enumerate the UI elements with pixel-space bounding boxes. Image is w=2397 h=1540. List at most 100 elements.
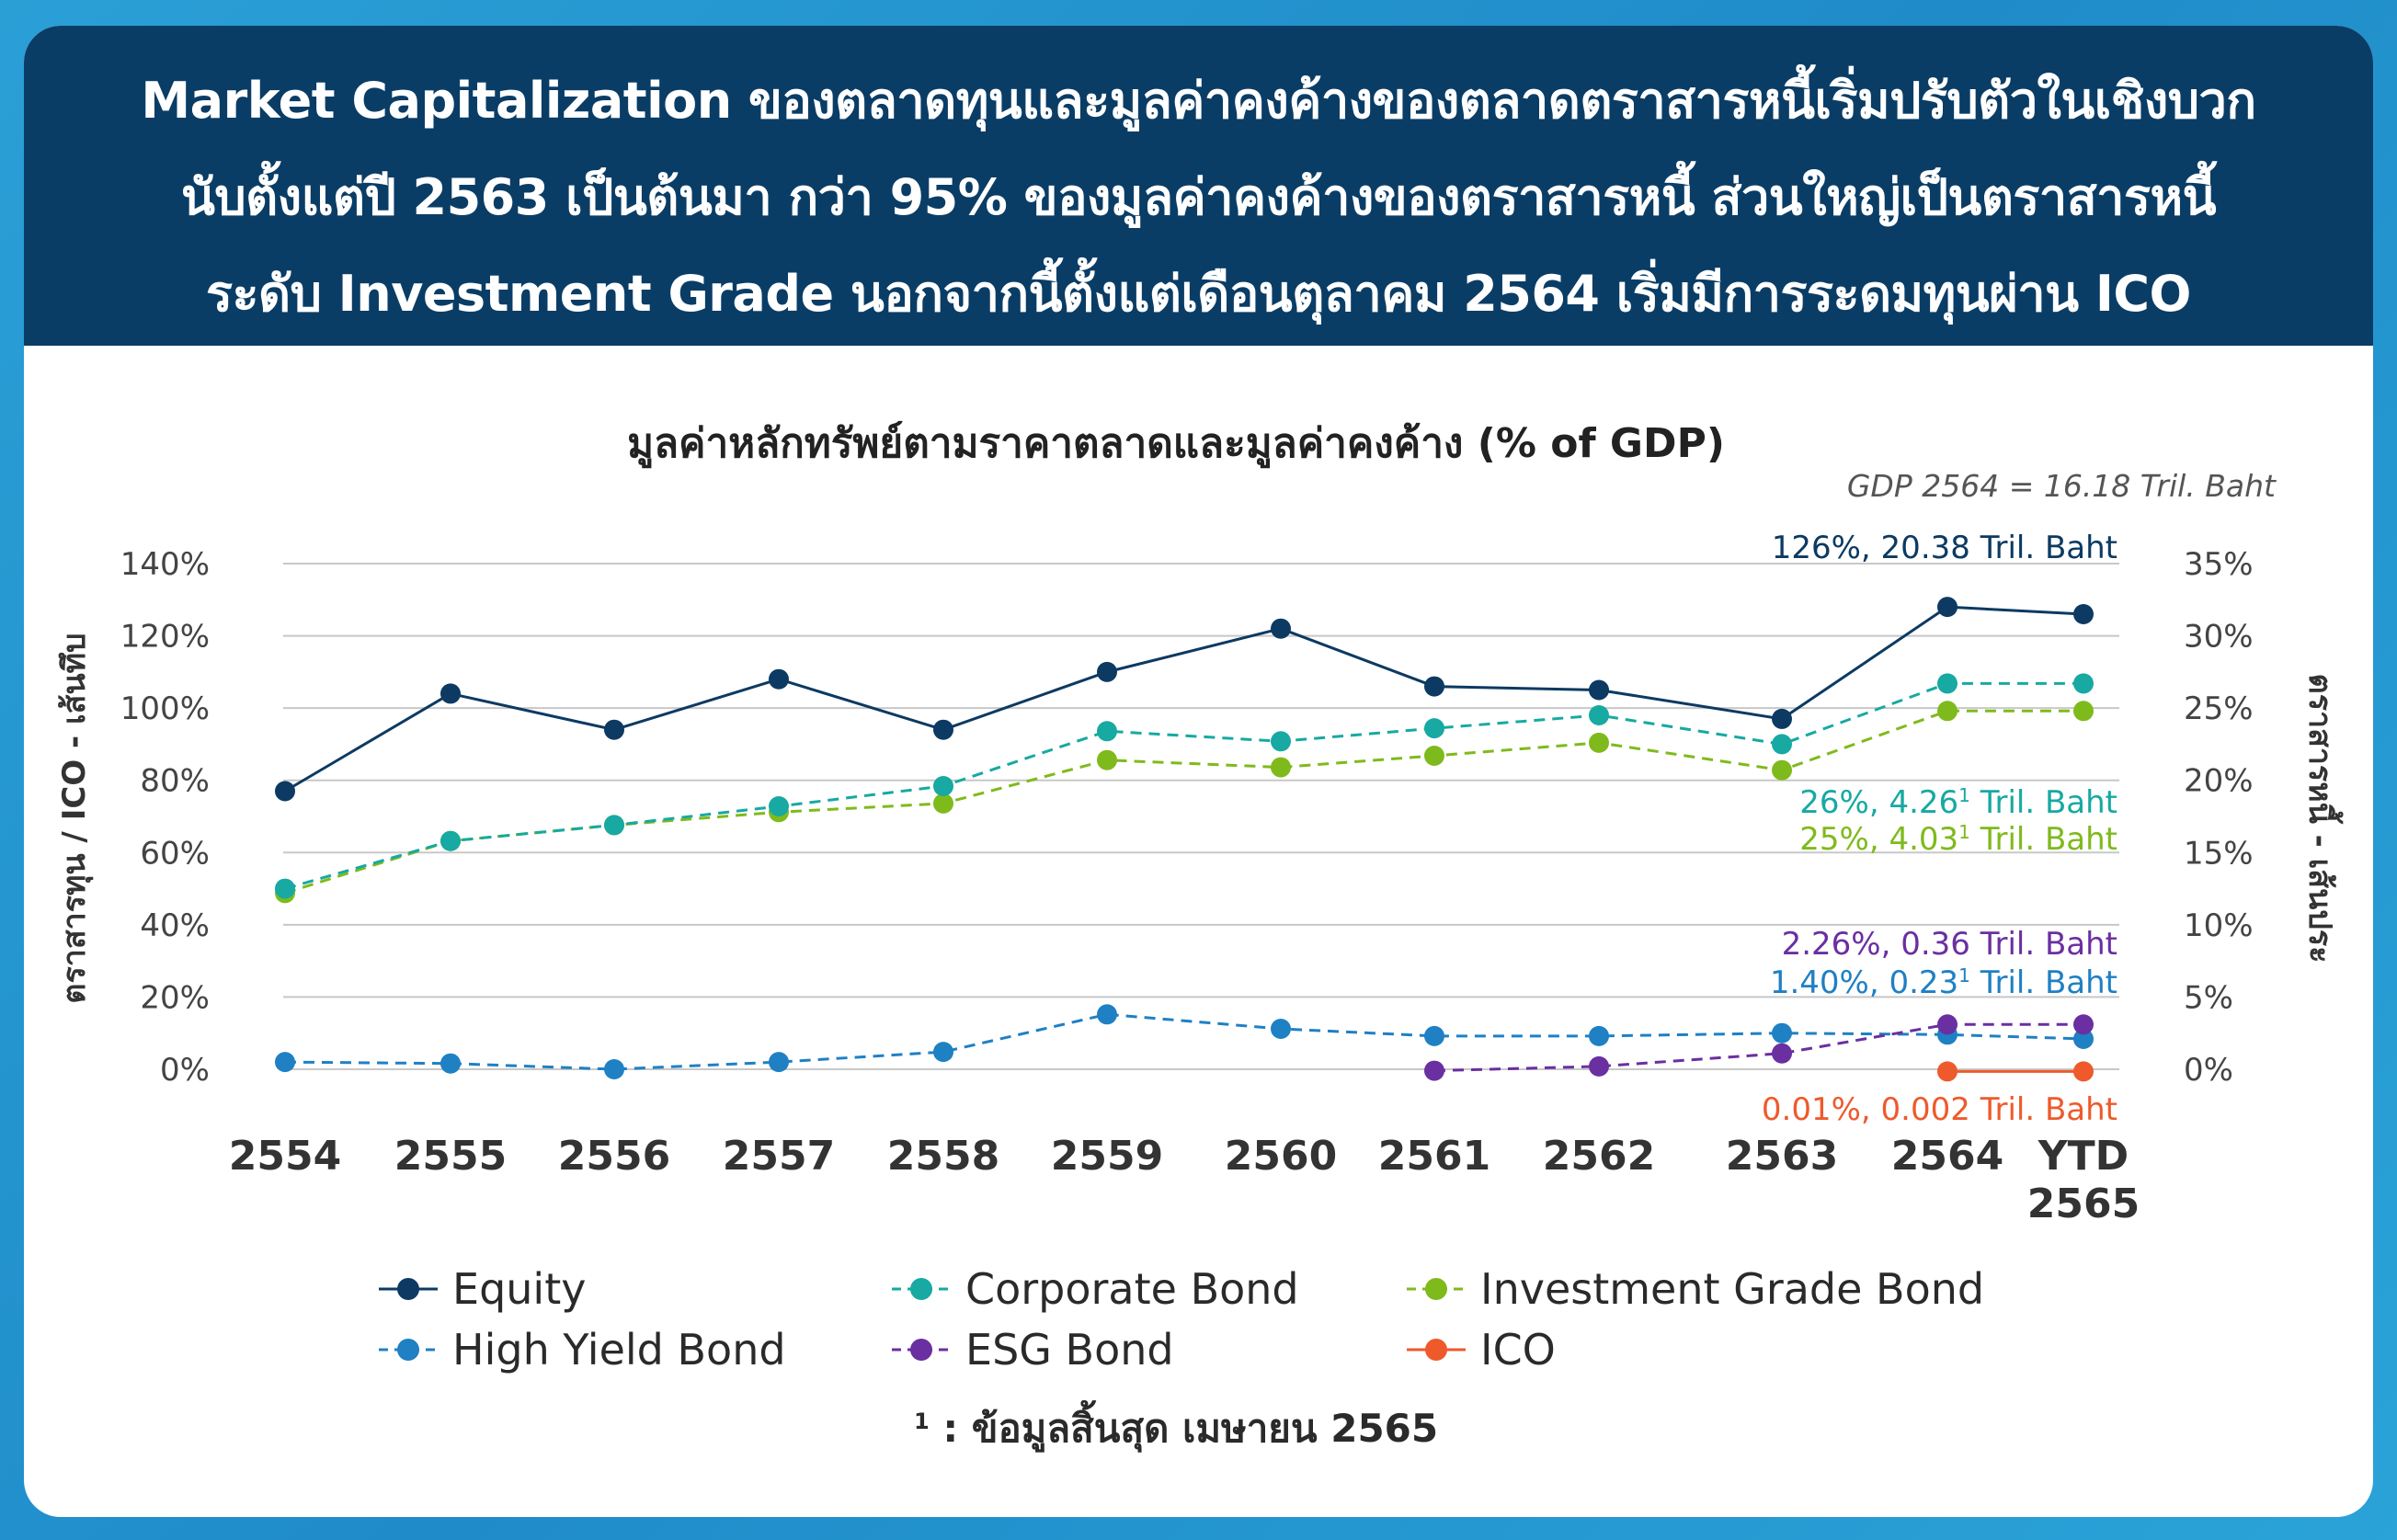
x-tick-label: 2558 bbox=[887, 1133, 999, 1180]
data-point-esg bbox=[1772, 1043, 1792, 1064]
x-tick-label: 2561 bbox=[1378, 1133, 1490, 1180]
data-point-esg bbox=[2073, 1014, 2094, 1035]
x-tick-label: 2555 bbox=[394, 1133, 507, 1180]
data-point-corporate bbox=[1097, 721, 1117, 742]
data-point-equity bbox=[933, 719, 953, 740]
x-tick-label: YTD bbox=[2037, 1133, 2129, 1180]
data-point-esg bbox=[1937, 1014, 1958, 1035]
y-left-tick-label: 120% bbox=[120, 619, 210, 656]
annotation-label-ico: 0.01%, 0.002 Tril. Baht bbox=[1762, 1091, 2117, 1128]
data-point-esg bbox=[1424, 1060, 1444, 1081]
data-point-esg bbox=[1589, 1055, 1609, 1077]
y-right-tick-label: 15% bbox=[2184, 835, 2254, 872]
data-point-investment bbox=[1424, 746, 1444, 766]
data-point-highyield bbox=[1271, 1019, 1291, 1039]
x-tick-label: 2565 bbox=[2027, 1181, 2140, 1227]
data-point-equity bbox=[769, 668, 789, 690]
data-point-equity bbox=[1424, 676, 1444, 697]
x-tick-label: 2554 bbox=[229, 1133, 341, 1180]
data-point-investment bbox=[2073, 701, 2094, 722]
series-line-investment bbox=[284, 709, 2083, 895]
x-tick-label: 2562 bbox=[1543, 1133, 1655, 1180]
data-point-highyield bbox=[604, 1059, 624, 1079]
data-point-highyield bbox=[769, 1052, 789, 1073]
legend-swatch-dot bbox=[910, 1339, 932, 1361]
annotation-label-equity: 126%, 20.38 Tril. Baht bbox=[1772, 530, 2117, 566]
y-left-tick-label: 80% bbox=[140, 763, 210, 800]
data-point-highyield bbox=[275, 1052, 295, 1073]
data-point-investment bbox=[1937, 701, 1958, 722]
data-point-corporate bbox=[275, 878, 295, 899]
data-point-investment bbox=[1271, 757, 1291, 778]
data-point-equity bbox=[2073, 604, 2094, 624]
data-point-corporate bbox=[2073, 673, 2094, 694]
data-point-equity bbox=[1937, 597, 1958, 618]
annotation-label-corporate: 26%, 4.261 Tril. Baht bbox=[1799, 784, 2117, 821]
data-point-investment bbox=[1097, 749, 1117, 770]
legend-label: ICO bbox=[1480, 1325, 1556, 1375]
data-point-ico bbox=[2073, 1061, 2094, 1082]
y-right-tick-label: 25% bbox=[2184, 690, 2254, 727]
data-point-corporate bbox=[1937, 673, 1958, 694]
series-line-highyield bbox=[284, 1012, 2084, 1071]
data-point-highyield bbox=[933, 1042, 953, 1063]
y-left-axis-label: ตราสารทุน / ICO - เส้นทึบ bbox=[56, 633, 94, 1003]
annotation-label-highyield: 1.40%, 0.231 Tril. Baht bbox=[1770, 964, 2117, 1001]
legend-swatch-dot bbox=[397, 1278, 419, 1300]
data-point-highyield bbox=[1772, 1022, 1792, 1044]
chart-title: มูลค่าหลักทรัพย์ตามราคาตลาดและมูลค่าคงค้… bbox=[627, 420, 1725, 468]
data-point-corporate bbox=[604, 815, 624, 836]
series-line-esg bbox=[1433, 1022, 2083, 1073]
data-point-equity bbox=[604, 719, 624, 740]
y-right-tick-label: 5% bbox=[2184, 979, 2233, 1016]
y-right-tick-label: 10% bbox=[2184, 907, 2254, 944]
data-point-highyield bbox=[1097, 1004, 1117, 1025]
y-left-tick-label: 20% bbox=[140, 979, 210, 1016]
y-left-tick-label: 100% bbox=[120, 690, 210, 727]
legend-label: High Yield Bond bbox=[452, 1325, 786, 1375]
y-right-tick-label: 35% bbox=[2184, 546, 2254, 583]
headline-line-2: นับตั้งแต่ปี 2563 เป็นต้นมา กว่า 95% ของ… bbox=[180, 168, 2217, 226]
chart-subtitle: GDP 2564 = 16.18 Tril. Baht bbox=[1847, 468, 2277, 504]
data-point-equity bbox=[440, 683, 461, 704]
legend-swatch-dot bbox=[910, 1278, 932, 1300]
legend-swatch-dot bbox=[1425, 1278, 1447, 1300]
y-left-tick-label: 140% bbox=[120, 546, 210, 583]
data-point-highyield bbox=[1589, 1025, 1609, 1046]
data-point-equity bbox=[1097, 661, 1117, 682]
data-point-corporate bbox=[769, 796, 789, 816]
data-point-highyield bbox=[2073, 1029, 2094, 1049]
y-right-tick-label: 20% bbox=[2184, 763, 2254, 800]
data-point-highyield bbox=[440, 1053, 461, 1074]
data-point-equity bbox=[1589, 679, 1609, 701]
data-point-corporate bbox=[1772, 734, 1792, 755]
data-point-equity bbox=[1271, 618, 1291, 639]
footnote: 1 : ข้อมูลสิ้นสุด เมษายน 2565 bbox=[914, 1399, 1438, 1453]
data-point-corporate bbox=[1271, 731, 1291, 752]
legend-swatch-dot bbox=[397, 1339, 419, 1361]
x-tick-label: 2560 bbox=[1225, 1133, 1337, 1180]
annotation-label-investment: 25%, 4.031 Tril. Baht bbox=[1799, 821, 2117, 858]
legend-label: Corporate Bond bbox=[965, 1264, 1299, 1314]
series-line-corporate bbox=[284, 681, 2083, 891]
legend-label: ESG Bond bbox=[965, 1325, 1174, 1375]
y-left-tick-label: 0% bbox=[160, 1052, 210, 1089]
data-point-highyield bbox=[1424, 1025, 1444, 1046]
data-point-corporate bbox=[440, 830, 461, 851]
x-tick-label: 2564 bbox=[1891, 1133, 2003, 1180]
legend-label: Investment Grade Bond bbox=[1480, 1264, 1984, 1314]
content-card: Market Capitalization ของตลาดทุนและมูลค่… bbox=[24, 26, 2373, 1517]
y-right-axis-label: ตราสารหนี้ - เส้นประ bbox=[2301, 674, 2344, 964]
headline-banner: Market Capitalization ของตลาดทุนและมูลค่… bbox=[24, 26, 2373, 346]
x-tick-label: 2563 bbox=[1726, 1133, 1838, 1180]
data-point-ico bbox=[1937, 1061, 1958, 1082]
x-tick-label: 2556 bbox=[558, 1133, 670, 1180]
legend-label: Equity bbox=[452, 1264, 586, 1314]
data-point-investment bbox=[933, 793, 953, 814]
data-point-investment bbox=[1772, 759, 1792, 781]
data-point-corporate bbox=[1589, 705, 1609, 725]
y-left-tick-label: 60% bbox=[140, 835, 210, 872]
data-point-equity bbox=[275, 781, 295, 802]
x-tick-label: 2557 bbox=[723, 1133, 835, 1180]
